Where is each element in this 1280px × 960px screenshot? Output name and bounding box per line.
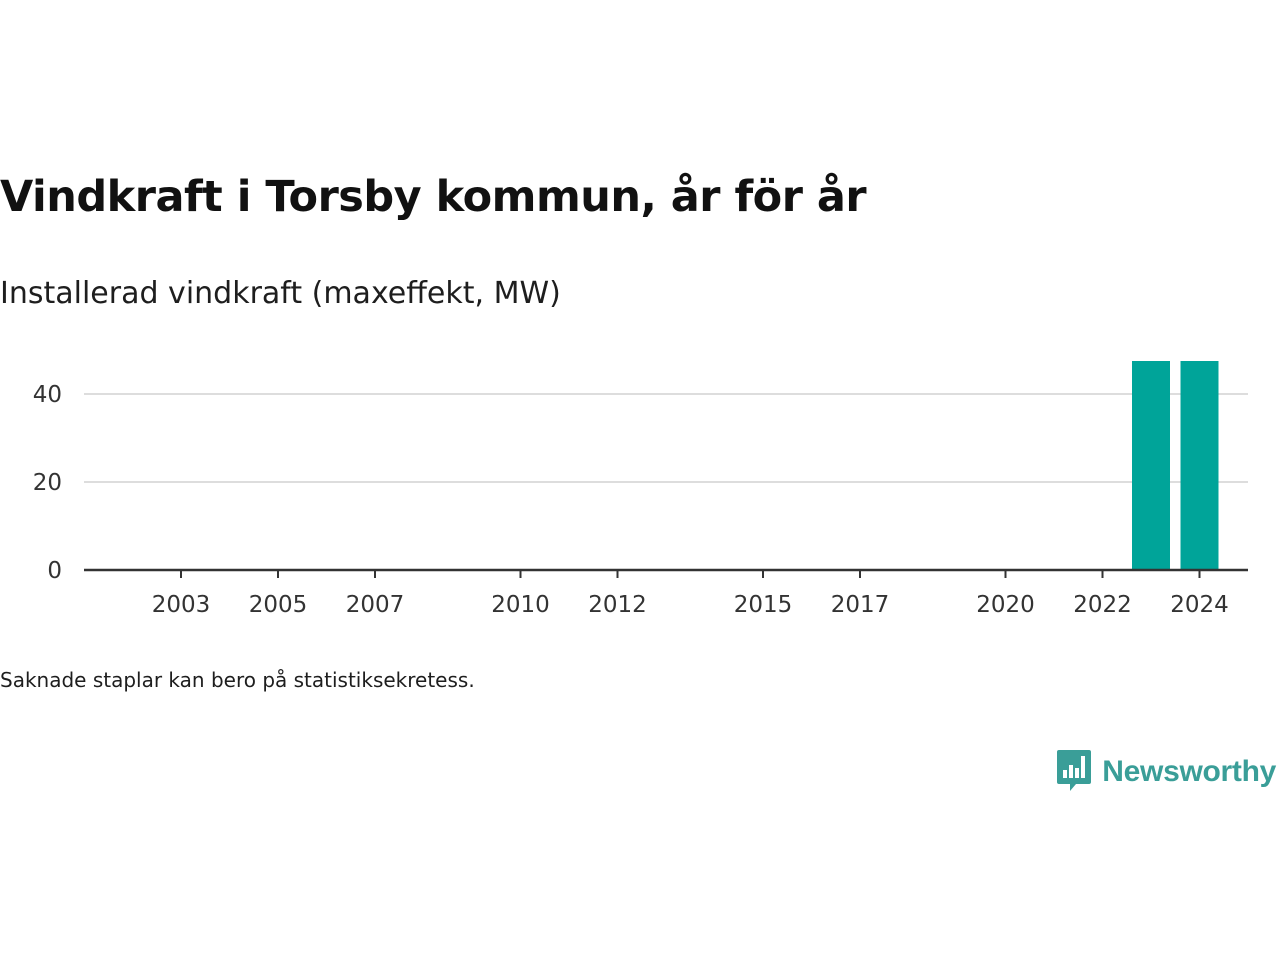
y-axis-tick-labels: 0 20 40 — [33, 382, 62, 584]
x-tick-label: 2007 — [346, 592, 405, 618]
x-tick-label: 2024 — [1170, 592, 1229, 618]
bar — [1180, 361, 1219, 570]
x-tick-label: 2012 — [588, 592, 647, 618]
y-tick-label: 0 — [47, 558, 62, 584]
chart-subtitle: Installerad vindkraft (maxeffekt, MW) — [0, 276, 561, 311]
brand-name: Newsworthy — [1102, 755, 1276, 788]
bar — [1132, 361, 1170, 570]
y-tick-label: 40 — [33, 382, 62, 408]
x-tick-label: 2010 — [491, 592, 550, 618]
x-tick-label: 2020 — [976, 592, 1035, 618]
bars — [1132, 361, 1219, 570]
newsworthy-logo: Newsworthy — [1056, 748, 1276, 796]
x-tick-label: 2017 — [831, 592, 890, 618]
y-tick-label: 20 — [33, 470, 62, 496]
x-axis-ticks: 2003 2005 2007 2010 2012 2015 2017 2020 2022 2024 — [152, 570, 1229, 618]
gridlines — [84, 393, 1248, 483]
x-tick-label: 2005 — [249, 592, 308, 618]
x-tick-label: 2022 — [1073, 592, 1132, 618]
bar-chart-speech-bubble-icon — [1056, 748, 1092, 796]
footnote: Saknade staplar kan bero på statistiksek… — [0, 668, 475, 692]
chart-title: Vindkraft i Torsby kommun, år för år — [0, 172, 867, 222]
x-tick-label: 2015 — [734, 592, 793, 618]
x-tick-label: 2003 — [152, 592, 211, 618]
